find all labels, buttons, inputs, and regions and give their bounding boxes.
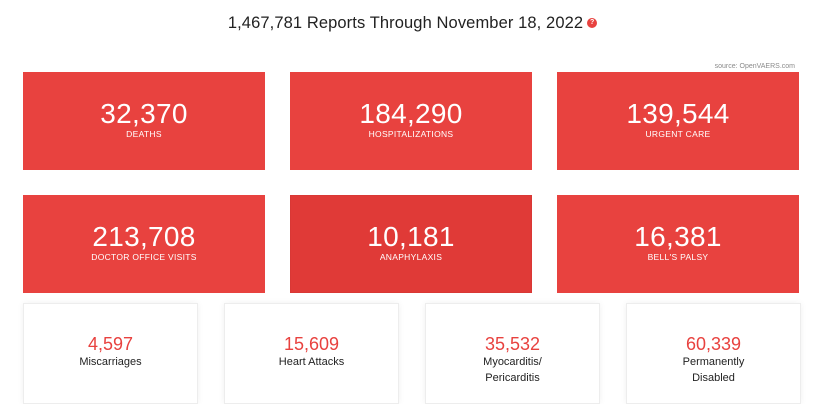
stat-label: Heart Attacks [278, 356, 345, 368]
stat-card-doctor-office-visits: 213,708 DOCTOR OFFICE VISITS [23, 195, 265, 293]
stat-value: 4,597 [87, 334, 134, 354]
stat-card-permanently-disabled: 60,339 Permanently Disabled [626, 303, 801, 404]
page-title: 1,467,781 Reports Through November 18, 2… [0, 14, 825, 33]
help-icon[interactable]: ? [587, 17, 598, 28]
stat-value: 213,708 [92, 221, 196, 252]
stat-value: 184,290 [359, 98, 463, 129]
stat-label-line2: Disabled [692, 372, 735, 384]
source-note: source: OpenVAERS.com [714, 63, 795, 70]
stat-card-anaphylaxis: 10,181 ANAPHYLAXIS [290, 195, 532, 293]
stat-value: 16,381 [634, 221, 722, 252]
stat-value: 139,544 [626, 98, 730, 129]
stat-value: 15,609 [283, 334, 340, 354]
stat-value: 10,181 [367, 221, 455, 252]
stat-label: Permanently [682, 356, 745, 368]
stat-card-urgent-care: 139,544 URGENT CARE [557, 72, 799, 170]
stat-card-heart-attacks: 15,609 Heart Attacks [224, 303, 399, 404]
stat-label: BELL'S PALSY [647, 252, 709, 262]
stat-label: Miscarriages [79, 356, 142, 368]
stat-value: 60,339 [685, 334, 742, 354]
stat-label: HOSPITALIZATIONS [368, 129, 454, 139]
stat-label: DOCTOR OFFICE VISITS [91, 252, 197, 262]
stat-card-myocarditis: 35,532 Myocarditis/ Pericarditis [425, 303, 600, 404]
stat-value: 32,370 [100, 98, 188, 129]
stat-label: URGENT CARE [645, 129, 711, 139]
stat-value: 35,532 [484, 334, 541, 354]
stat-label: Myocarditis/ [483, 356, 542, 368]
page-title-text: 1,467,781 Reports Through November 18, 2… [227, 14, 584, 32]
stat-card-deaths: 32,370 DEATHS [23, 72, 265, 170]
stat-label-line2: Pericarditis [485, 372, 540, 384]
stat-label: ANAPHYLAXIS [379, 252, 443, 262]
stat-label: DEATHS [126, 129, 162, 139]
stat-card-bells-palsy: 16,381 BELL'S PALSY [557, 195, 799, 293]
stat-card-hospitalizations: 184,290 HOSPITALIZATIONS [290, 72, 532, 170]
stat-card-miscarriages: 4,597 Miscarriages [23, 303, 198, 404]
